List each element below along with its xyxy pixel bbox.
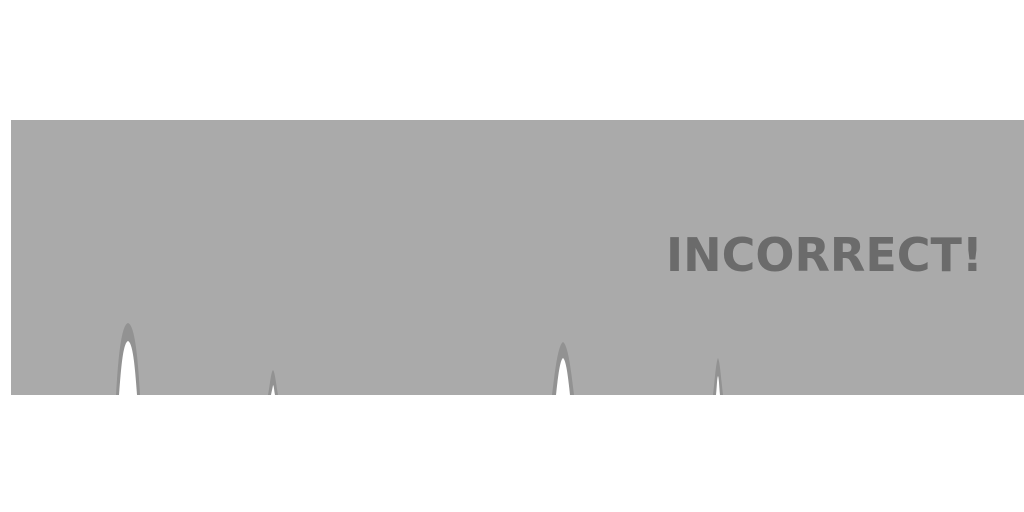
spike-2-icon: [268, 370, 278, 395]
spike-3-icon: [552, 342, 574, 395]
spike-1-icon: [116, 323, 140, 395]
spike-4-icon: [713, 358, 723, 395]
incorrect-message: INCORRECT!: [666, 228, 983, 282]
spike-row: [116, 323, 723, 395]
feedback-banner: INCORRECT!: [11, 120, 1024, 395]
